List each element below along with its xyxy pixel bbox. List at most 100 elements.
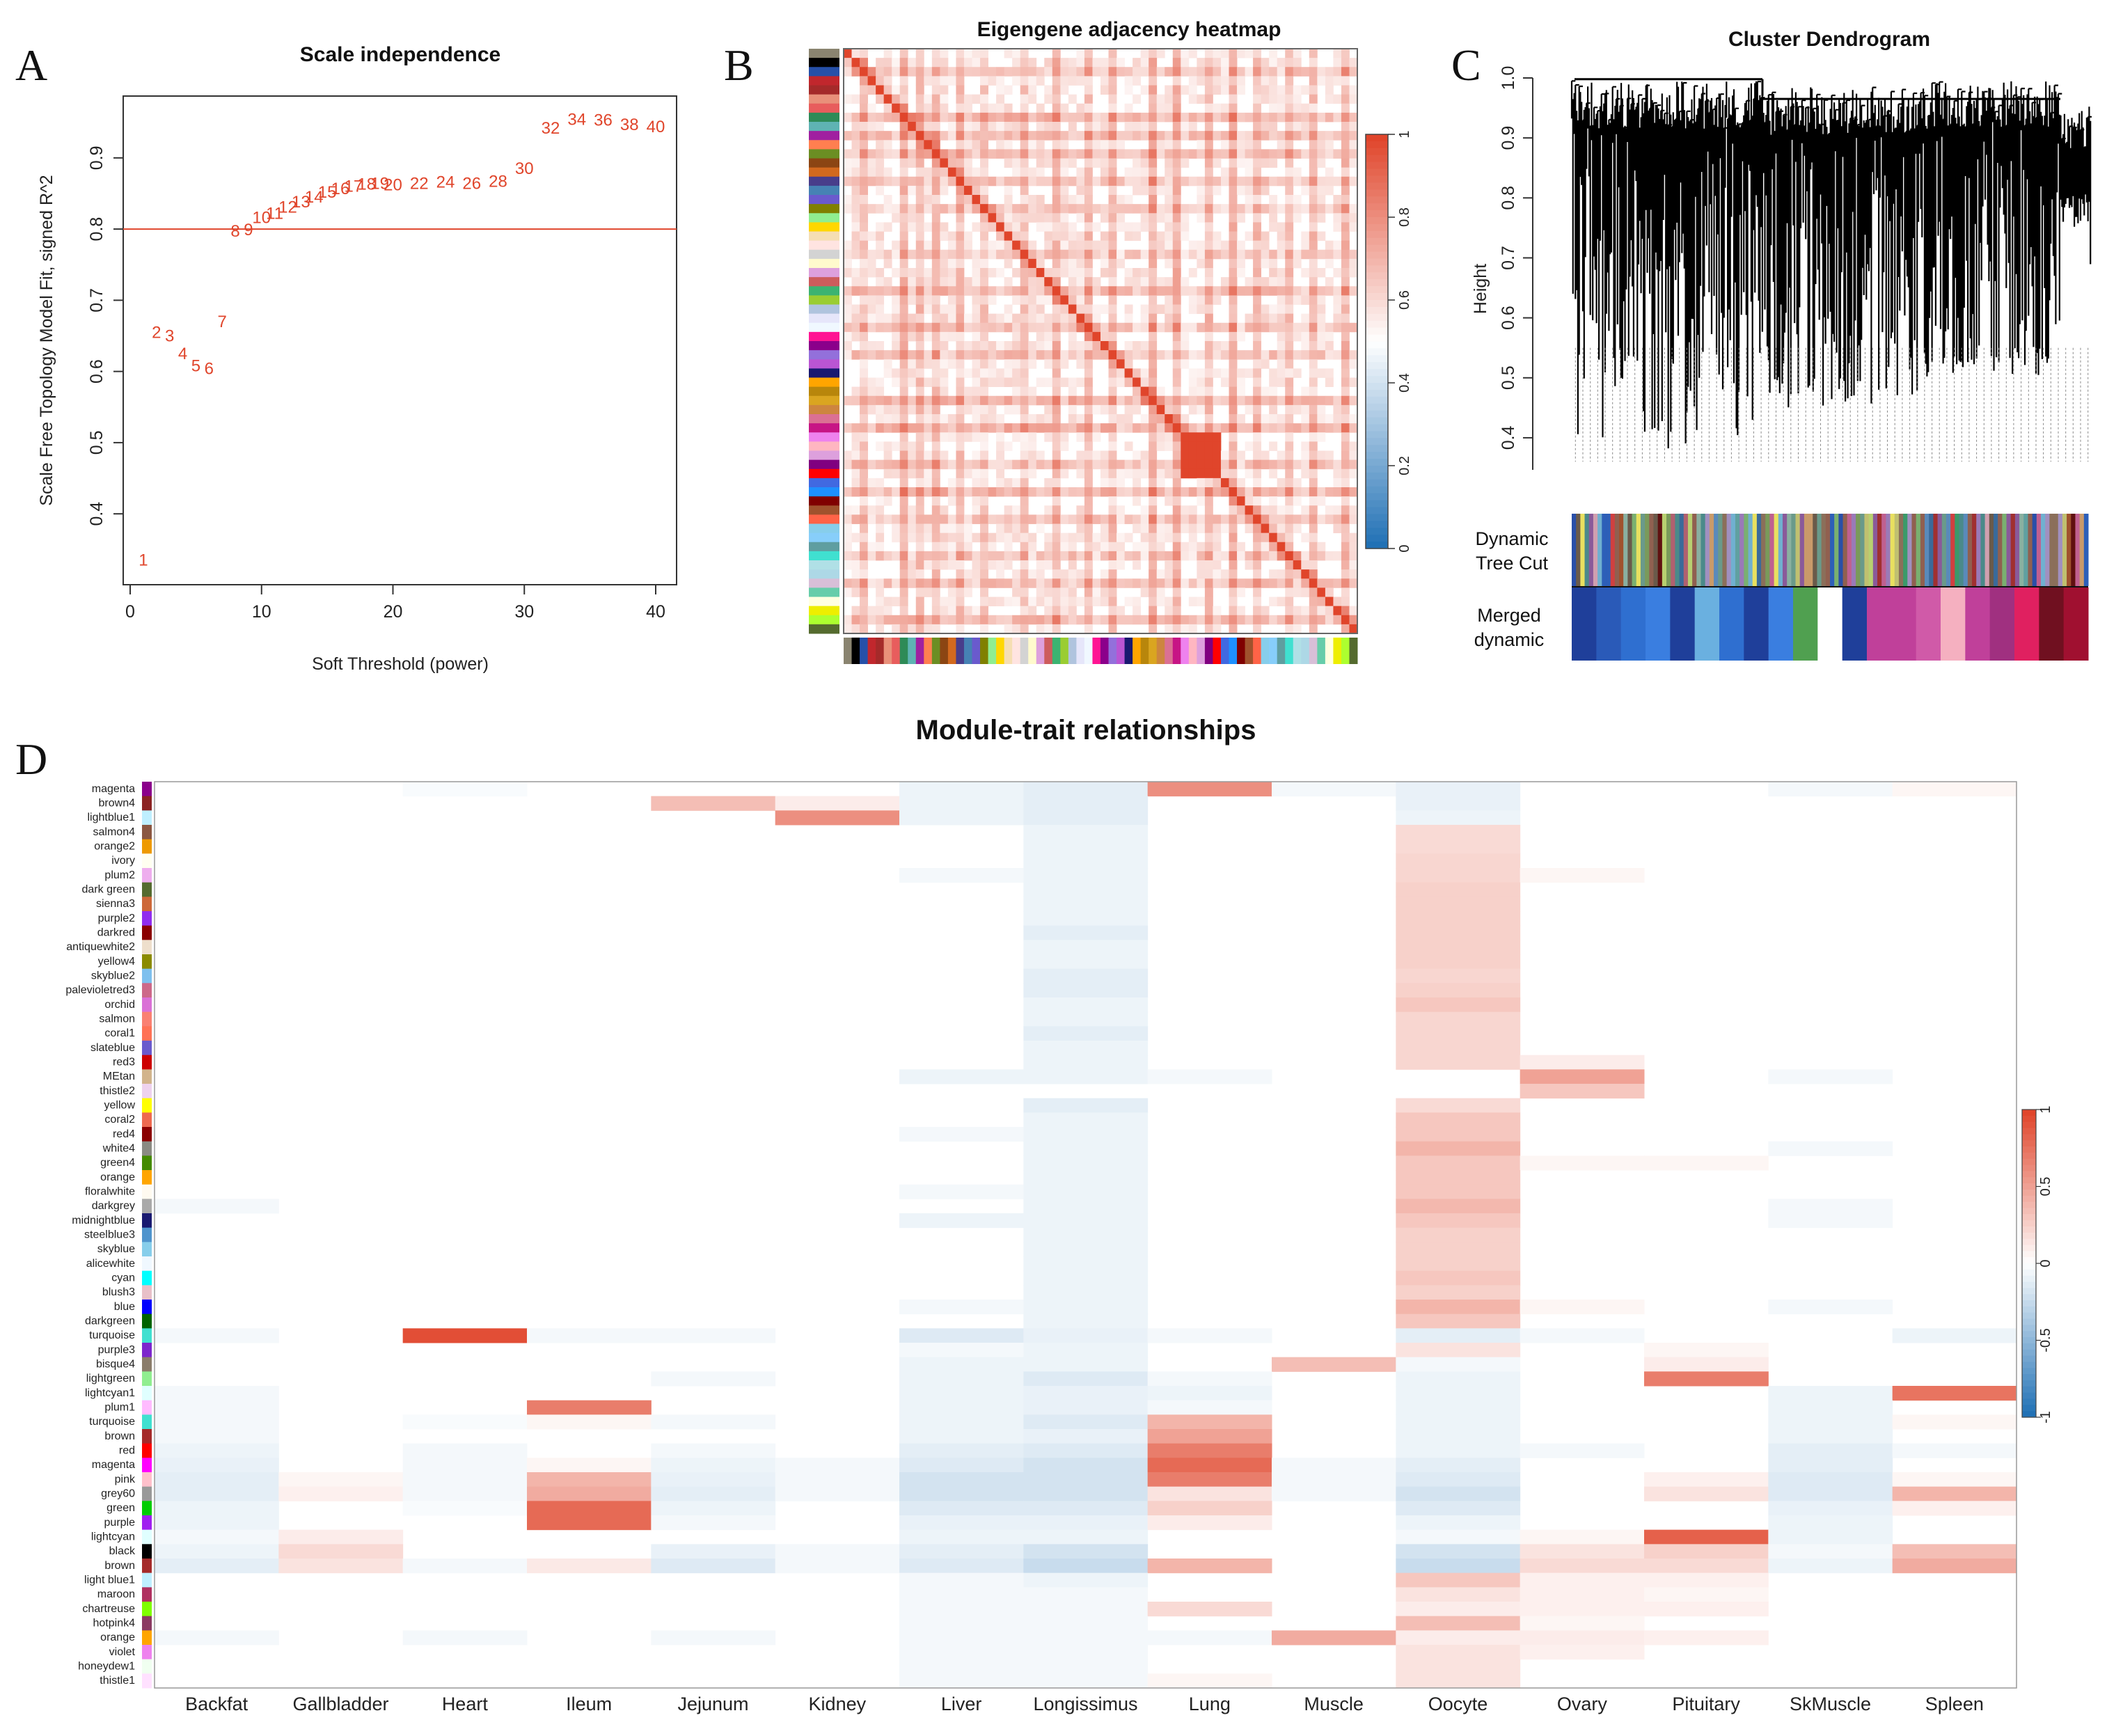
trait-cell-black-Jejunum [651,1544,776,1559]
adjacency-cell [1301,395,1310,406]
adjacency-cell [980,505,988,515]
adjacency-cell [1285,167,1294,177]
trait-cell-purple-Jejunum [651,1515,776,1531]
adjacency-cell [1108,441,1117,451]
adjacency-cell [1020,432,1029,442]
trait-cell-hotpink4-Ovary [1520,1616,1645,1631]
trait-cell-thistle1-Liver [899,1673,1024,1689]
adjacency-cell [1245,149,1254,159]
adjacency-cell [1036,615,1045,625]
adjacency-cell [1100,578,1109,588]
y-tick-label: 0.9 [87,145,106,170]
adjacency-cell [1229,76,1238,86]
trait-cell-brown-Longissimus [1023,1429,1149,1444]
adjacency-cell [1108,204,1117,214]
adjacency-cell [1261,523,1270,534]
adjacency-cell [1197,459,1206,470]
adjacency-cell [1060,542,1069,552]
adjacency-cell [956,195,965,205]
adjacency-cell [1084,195,1093,205]
adjacency-cell [1172,249,1181,260]
adjacency-cell [1261,322,1270,333]
adjacency-cell [1245,185,1254,196]
adjacency-cell [1333,131,1342,141]
adjacency-cell [860,532,868,543]
adjacency-cell [844,286,852,296]
adjacency-cell [1349,94,1358,104]
adjacency-cell [1237,395,1245,406]
trait-cell-magenta-Jejunum [651,1458,776,1473]
adjacency-cell [1237,185,1245,196]
module-color-col [956,638,965,664]
adjacency-cell [899,404,908,415]
adjacency-cell [1204,450,1213,461]
dynamic-tree-cut-segment [1709,514,1714,586]
adjacency-cell [1285,67,1294,77]
adjacency-cell [899,277,908,287]
adjacency-cell [988,487,997,497]
adjacency-cell [908,185,917,196]
merged-dynamic-segment [1817,587,1843,661]
adjacency-cell [1165,176,1174,187]
adjacency-cell [1301,386,1310,397]
row-color-red [142,1443,152,1458]
module-color-row [809,514,839,525]
dynamic-tree-cut-segment [1700,514,1706,586]
adjacency-cell [956,204,965,214]
adjacency-cell [1220,277,1229,287]
adjacency-cell [876,514,885,524]
module-color-col [924,638,933,664]
adjacency-cell [1309,569,1318,579]
adjacency-cell [972,450,981,461]
trait-cell-steelblue3-Longissimus [1023,1227,1149,1242]
y-tick-label: 0.4 [1499,425,1518,450]
trait-cell-magenta-Backfat [155,1458,279,1473]
adjacency-cell [1333,597,1342,607]
adjacency-cell [1084,560,1093,570]
adjacency-cell [892,468,901,479]
adjacency-cell [1100,240,1109,251]
adjacency-cell [860,514,868,524]
adjacency-cell [908,149,917,159]
adjacency-cell [1317,615,1326,625]
adjacency-cell [867,103,876,113]
adjacency-cell [1165,295,1174,305]
adjacency-cell [1229,58,1238,68]
adjacency-cell [851,268,860,278]
legend-gradient-step [1366,389,1388,397]
adjacency-cell [1060,176,1069,187]
adjacency-cell [1004,176,1013,187]
trait-cell-grey60-Muscle [1272,1486,1396,1501]
adjacency-cell [1285,404,1294,415]
adjacency-cell [956,478,965,488]
adjacency-cell [980,131,988,141]
adjacency-cell [915,185,924,196]
adjacency-cell [876,487,885,497]
adjacency-cell [1028,149,1037,159]
adjacency-cell [908,377,917,388]
adjacency-cell [1172,167,1181,177]
adjacency-cell [892,94,901,104]
adjacency-cell [1293,487,1302,497]
adjacency-cell [972,560,981,570]
adjacency-cell [1253,231,1262,242]
adjacency-cell [988,615,997,625]
trait-cell-darkred-Longissimus [1023,925,1149,940]
adjacency-cell [1172,304,1181,315]
trait-cell-darkgrey-Oocyte [1396,1199,1521,1214]
adjacency-cell [1253,76,1262,86]
adjacency-cell [1325,395,1334,406]
adjacency-cell [1172,103,1181,113]
adjacency-cell [1108,149,1117,159]
adjacency-cell [1245,368,1254,378]
module-color-row [809,368,839,379]
adjacency-cell [1028,597,1037,607]
adjacency-cell [1253,414,1262,424]
adjacency-cell [899,432,908,442]
adjacency-cell [915,341,924,351]
adjacency-cell [1165,551,1174,561]
adjacency-cell [1269,158,1278,168]
panel-d-color-legend: 10.50-0.5-1 [2021,1105,2053,1423]
module-color-col [1317,638,1326,664]
adjacency-cell [1084,85,1093,95]
